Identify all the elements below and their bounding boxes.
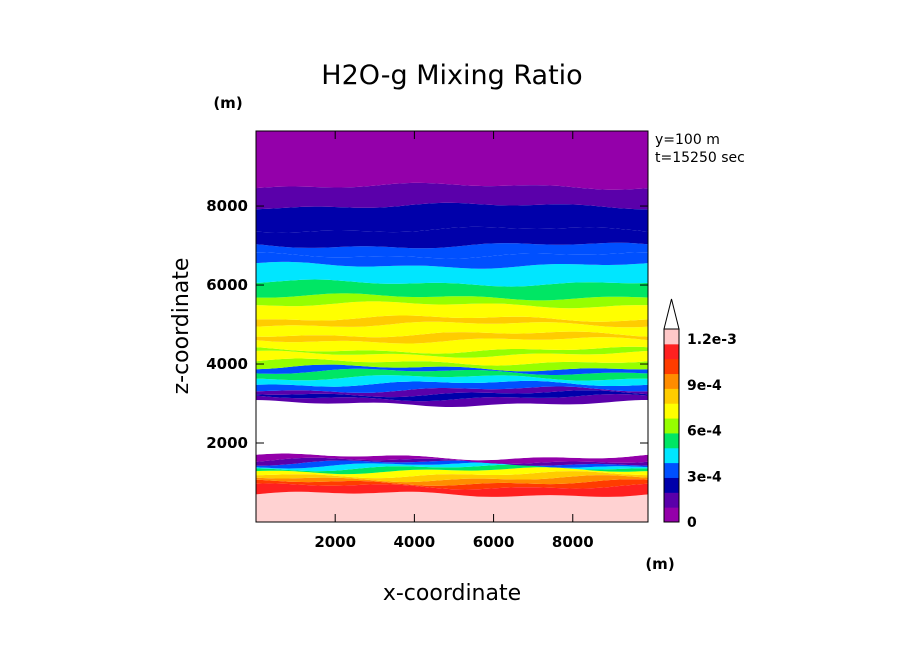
colorbar-swatch <box>664 477 679 493</box>
x-axis-title: x-coordinate <box>383 581 521 606</box>
colorbar-swatch <box>664 492 679 508</box>
colorbar-swatch <box>664 329 679 345</box>
plot-border <box>255 130 649 523</box>
contour-band <box>256 453 648 464</box>
colorbar-swatch <box>664 507 679 523</box>
contour-band <box>256 252 648 269</box>
y-tick-label: 6000 <box>206 276 248 294</box>
plot-frame <box>255 130 649 523</box>
chart-title: H2O-g Mixing Ratio <box>321 60 582 91</box>
contour-band <box>256 460 648 469</box>
contour-layers <box>256 131 648 522</box>
contour-band <box>256 131 648 190</box>
contour-band <box>256 350 648 366</box>
y-axis-ticks: 2000 4000 6000 8000 <box>206 197 648 452</box>
contour-band <box>256 293 648 309</box>
colorbar-border <box>663 328 680 523</box>
x-tick-label: 4000 <box>394 533 436 551</box>
colorbar-swatch <box>664 373 679 389</box>
contour-band <box>256 491 648 522</box>
contour-band <box>256 261 648 287</box>
contour-band <box>256 315 648 328</box>
contour-band <box>256 390 648 402</box>
colorbar-swatch <box>664 403 679 419</box>
y-tick-label: 4000 <box>206 355 248 373</box>
contour-band <box>256 375 648 387</box>
y-tick-label: 2000 <box>206 434 248 452</box>
y-tick-label: 8000 <box>206 197 248 215</box>
contour-band <box>256 400 648 461</box>
y-axis-title: z-coordinate <box>169 258 194 395</box>
contour-band <box>256 337 648 354</box>
colorbar-swatch <box>664 432 679 449</box>
contour-band <box>256 226 648 249</box>
x-unit-label: (m) <box>645 555 674 573</box>
annotation-y: y=100 m <box>655 132 720 148</box>
colorbar-tick-label: 3e-4 <box>687 469 722 485</box>
contour-band <box>256 462 648 472</box>
colorbar: 0 3e-4 6e-4 9e-4 1.2e-3 <box>663 298 737 531</box>
contour-band <box>256 380 648 393</box>
contour-band <box>256 368 648 381</box>
contour-band <box>256 364 648 375</box>
contour-band <box>256 475 648 486</box>
colorbar-swatch <box>664 447 679 464</box>
x-axis-ticks: 2000 4000 6000 8000 <box>314 131 594 551</box>
contour-band <box>256 182 648 210</box>
contour-band <box>256 483 648 497</box>
contour-band <box>256 467 648 479</box>
colorbar-swatch <box>664 358 679 375</box>
x-tick-label: 8000 <box>552 533 594 551</box>
contour-band <box>256 279 648 301</box>
contour-band <box>256 457 648 466</box>
colorbar-swatch <box>664 418 679 434</box>
colorbar-swatch <box>664 343 679 360</box>
colorbar-swatch <box>664 462 679 478</box>
contour-band <box>256 479 648 490</box>
colorbar-extend-arrow <box>663 298 680 330</box>
contour-band <box>256 386 648 398</box>
x-tick-label: 2000 <box>314 533 356 551</box>
contour-band <box>256 346 648 358</box>
contour-band <box>256 331 648 344</box>
colorbar-tick-label: 0 <box>687 515 697 531</box>
contour-band <box>256 301 648 322</box>
contour-band <box>256 394 648 407</box>
contour-band <box>256 242 648 259</box>
y-unit-label: (m) <box>213 94 242 112</box>
colorbar-tick-label: 6e-4 <box>687 424 722 440</box>
contour-band <box>256 471 648 483</box>
colorbar-swatch <box>664 388 679 404</box>
colorbar-tick-label: 1.2e-3 <box>687 332 737 348</box>
annotation-t: t=15250 sec <box>655 150 745 166</box>
contour-band <box>256 202 648 233</box>
colorbar-tick-label: 9e-4 <box>687 378 722 394</box>
x-tick-label: 6000 <box>473 533 515 551</box>
contour-band <box>256 321 648 338</box>
